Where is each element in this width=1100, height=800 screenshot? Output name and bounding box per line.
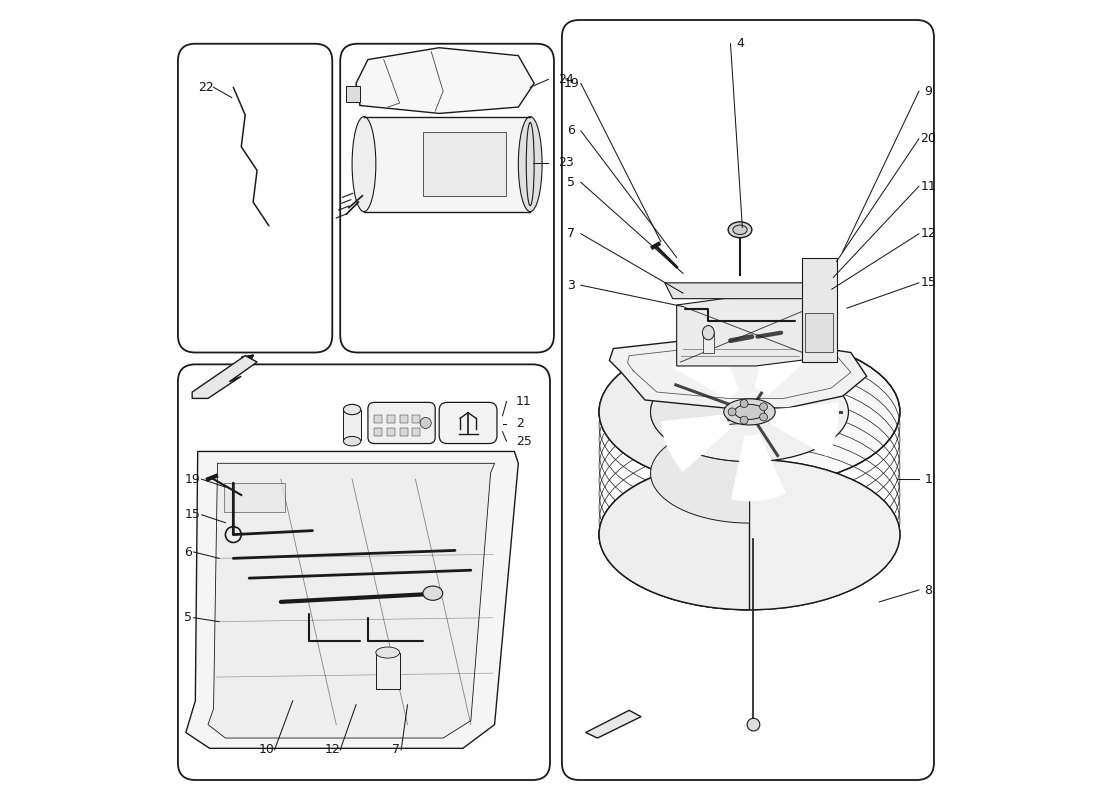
Wedge shape	[770, 402, 839, 457]
Circle shape	[728, 408, 736, 416]
Circle shape	[740, 416, 748, 424]
Text: 5: 5	[185, 611, 192, 624]
Text: 19: 19	[185, 473, 200, 486]
Text: 5: 5	[568, 176, 575, 189]
Bar	[387, 428, 395, 436]
FancyBboxPatch shape	[562, 20, 934, 780]
Text: 1: 1	[924, 473, 933, 486]
Ellipse shape	[728, 222, 752, 238]
Text: a passion for parts: a passion for parts	[574, 430, 762, 497]
Text: ercedes: ercedes	[610, 253, 837, 357]
Polygon shape	[364, 117, 530, 211]
Ellipse shape	[600, 459, 900, 610]
Circle shape	[760, 402, 768, 410]
Ellipse shape	[600, 337, 900, 487]
FancyBboxPatch shape	[340, 44, 554, 353]
Polygon shape	[223, 483, 285, 513]
Ellipse shape	[703, 326, 714, 340]
FancyBboxPatch shape	[367, 402, 436, 443]
FancyBboxPatch shape	[439, 402, 497, 443]
Wedge shape	[730, 434, 785, 502]
Ellipse shape	[733, 225, 747, 234]
Bar	[412, 415, 420, 423]
Polygon shape	[609, 341, 867, 408]
Text: 22: 22	[198, 81, 213, 94]
Ellipse shape	[724, 399, 776, 425]
Polygon shape	[805, 313, 834, 353]
Bar	[374, 428, 382, 436]
Text: 19: 19	[563, 77, 580, 90]
Bar	[703, 333, 714, 353]
Polygon shape	[676, 295, 830, 366]
Polygon shape	[600, 337, 749, 610]
Polygon shape	[664, 283, 830, 298]
Bar	[374, 415, 382, 423]
Text: 23: 23	[558, 156, 574, 169]
Text: 11: 11	[921, 180, 936, 193]
Polygon shape	[585, 710, 641, 738]
Wedge shape	[672, 330, 740, 400]
Ellipse shape	[650, 362, 848, 462]
Bar	[376, 654, 399, 689]
Ellipse shape	[343, 404, 361, 414]
Bar	[343, 410, 361, 439]
Polygon shape	[356, 48, 535, 114]
Polygon shape	[424, 133, 506, 196]
Circle shape	[420, 418, 431, 429]
Bar	[345, 86, 360, 102]
Text: 25: 25	[516, 434, 531, 448]
Bar	[387, 415, 395, 423]
Text: 6: 6	[568, 124, 575, 138]
Text: 7: 7	[568, 227, 575, 240]
Circle shape	[747, 718, 760, 731]
Polygon shape	[208, 463, 495, 738]
Text: 2: 2	[516, 418, 524, 430]
FancyBboxPatch shape	[178, 364, 550, 780]
Circle shape	[760, 413, 768, 421]
Text: 24: 24	[558, 73, 574, 86]
Polygon shape	[650, 362, 749, 523]
Polygon shape	[186, 451, 518, 748]
Text: 4: 4	[736, 38, 744, 50]
Text: 7: 7	[392, 743, 399, 757]
Text: 12: 12	[324, 743, 340, 757]
Polygon shape	[802, 258, 837, 362]
Text: 3: 3	[568, 278, 575, 292]
Polygon shape	[192, 356, 257, 398]
Text: 20: 20	[921, 132, 936, 146]
Text: 10: 10	[258, 743, 275, 757]
Wedge shape	[755, 324, 816, 396]
Wedge shape	[660, 414, 732, 472]
Ellipse shape	[518, 117, 542, 211]
Text: 12: 12	[921, 227, 936, 240]
Ellipse shape	[422, 586, 442, 600]
Ellipse shape	[735, 404, 764, 419]
Ellipse shape	[352, 117, 376, 211]
FancyBboxPatch shape	[178, 44, 332, 353]
Text: since1985: since1985	[652, 506, 748, 548]
Bar	[399, 428, 407, 436]
Circle shape	[740, 400, 748, 407]
Bar	[412, 428, 420, 436]
Text: 15: 15	[185, 508, 200, 522]
Ellipse shape	[376, 647, 399, 658]
Bar	[399, 415, 407, 423]
Text: 11: 11	[516, 395, 531, 408]
Text: 15: 15	[921, 276, 936, 290]
Text: 8: 8	[924, 583, 933, 597]
Text: 6: 6	[185, 546, 192, 558]
Text: 9: 9	[924, 85, 933, 98]
Ellipse shape	[343, 437, 361, 446]
